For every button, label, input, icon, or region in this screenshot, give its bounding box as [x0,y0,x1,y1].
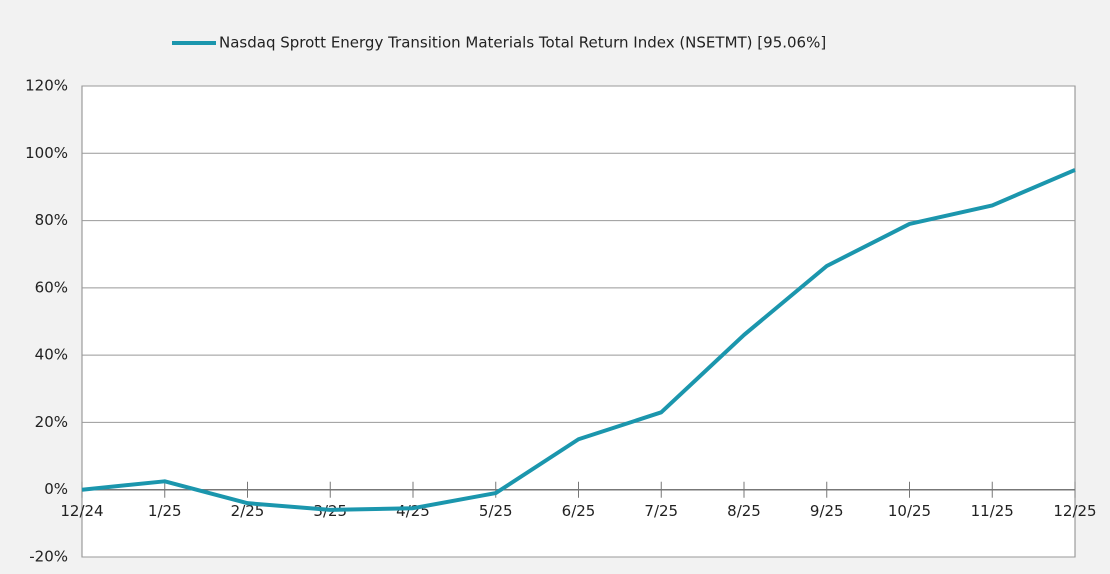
y-tick-label: 40% [35,346,68,364]
y-tick-label: 20% [35,413,68,431]
y-tick-label: 80% [35,211,68,229]
x-tick-label: 7/25 [644,502,678,520]
x-tick-label: 11/25 [971,502,1014,520]
x-tick-label: 1/25 [148,502,182,520]
x-tick-label: 2/25 [231,502,265,520]
x-tick-label: 9/25 [810,502,844,520]
series-line [81,168,1076,512]
x-tick-label: 6/25 [562,502,596,520]
y-tick-label: 120% [25,77,68,95]
y-tick-label: 0% [44,480,68,498]
x-tick-label: 10/25 [888,502,931,520]
x-tick-label: 12/24 [60,502,103,520]
x-tick-label: 12/25 [1053,502,1096,520]
y-tick-label: -20% [29,548,68,566]
plot-area [81,85,1076,558]
legend-label: Nasdaq Sprott Energy Transition Material… [219,34,826,52]
x-tick-label: 8/25 [727,502,761,520]
y-tick-label: 60% [35,278,68,296]
y-tick-label: 100% [25,144,68,162]
x-tick-label: 5/25 [479,502,513,520]
